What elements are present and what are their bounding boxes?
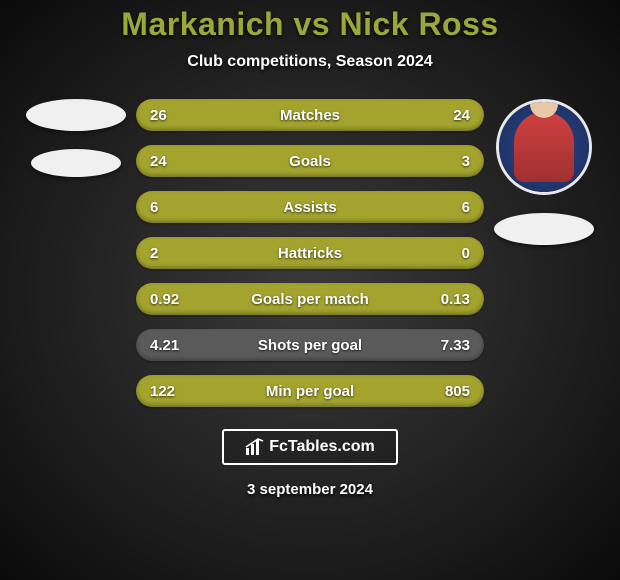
stat-value-right: 24 xyxy=(430,107,470,124)
player-right-col xyxy=(484,99,604,245)
stat-bar: 24Goals3 xyxy=(136,145,484,177)
stat-value-right: 805 xyxy=(430,383,470,400)
stat-value-right: 0.13 xyxy=(430,291,470,308)
footer-logo: FcTables.com xyxy=(222,429,398,465)
stat-value-left: 2 xyxy=(150,245,190,262)
stat-value-right: 0 xyxy=(430,245,470,262)
stat-label: Hattricks xyxy=(190,245,430,262)
page-subtitle: Club competitions, Season 2024 xyxy=(187,53,432,71)
stat-bar: 0.92Goals per match0.13 xyxy=(136,283,484,315)
stat-value-right: 6 xyxy=(430,199,470,216)
stat-bar: 6Assists6 xyxy=(136,191,484,223)
avatar-placeholder xyxy=(499,102,589,192)
stat-label: Shots per goal xyxy=(190,337,430,354)
stat-bar: 2Hattricks0 xyxy=(136,237,484,269)
chart-icon xyxy=(245,438,265,456)
stat-label: Matches xyxy=(190,107,430,124)
stat-label: Goals xyxy=(190,153,430,170)
footer-date: 3 september 2024 xyxy=(247,481,373,498)
player-right-avatar xyxy=(496,99,592,195)
stat-value-left: 6 xyxy=(150,199,190,216)
stat-label: Assists xyxy=(190,199,430,216)
player-left-col xyxy=(16,99,136,177)
footer-logo-text: FcTables.com xyxy=(269,438,375,456)
stat-value-right: 3 xyxy=(430,153,470,170)
stat-label: Min per goal xyxy=(190,383,430,400)
avatar-silhouette-icon xyxy=(514,112,574,182)
stat-value-left: 4.21 xyxy=(150,337,190,354)
player-left-badge-2 xyxy=(31,149,121,177)
stat-value-left: 122 xyxy=(150,383,190,400)
stat-value-left: 26 xyxy=(150,107,190,124)
main-row: 26Matches2424Goals36Assists62Hattricks00… xyxy=(0,99,620,407)
stat-value-right: 7.33 xyxy=(430,337,470,354)
stat-bar: 26Matches24 xyxy=(136,99,484,131)
stats-column: 26Matches2424Goals36Assists62Hattricks00… xyxy=(136,99,484,407)
player-right-badge xyxy=(494,213,594,245)
page-title: Markanich vs Nick Ross xyxy=(121,6,498,43)
stat-label: Goals per match xyxy=(190,291,430,308)
stat-value-left: 0.92 xyxy=(150,291,190,308)
player-left-badge-1 xyxy=(26,99,126,131)
stat-value-left: 24 xyxy=(150,153,190,170)
stat-bar: 122Min per goal805 xyxy=(136,375,484,407)
stat-bar: 4.21Shots per goal7.33 xyxy=(136,329,484,361)
content-root: Markanich vs Nick Ross Club competitions… xyxy=(0,0,620,580)
